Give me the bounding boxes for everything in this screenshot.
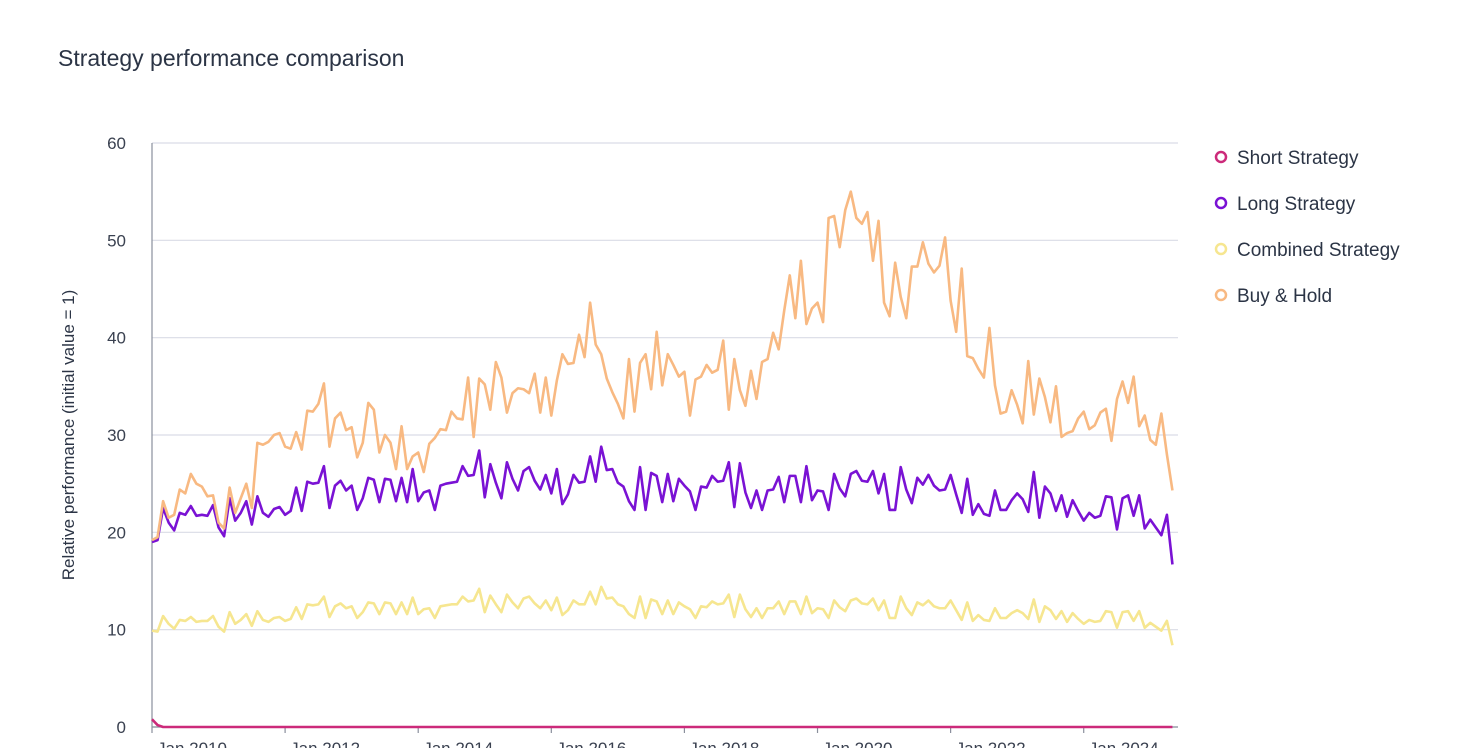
legend-marker <box>1214 196 1228 210</box>
x-tick-label: Jan 2024 <box>1089 739 1159 748</box>
x-tick-label: Jan 2018 <box>689 739 759 748</box>
legend-marker <box>1214 288 1228 302</box>
y-tick-label: 40 <box>107 329 126 348</box>
series-line <box>151 585 1174 646</box>
legend-marker <box>1214 242 1228 256</box>
x-tick-label: Jan 2014 <box>423 739 493 748</box>
series-line <box>151 190 1174 542</box>
chart-title: Strategy performance comparison <box>58 45 404 71</box>
series-line <box>151 718 1173 729</box>
plot-lines <box>151 190 1174 729</box>
series-line <box>151 445 1174 565</box>
x-tick-label: Jan 2020 <box>823 739 893 748</box>
legend-marker <box>1214 150 1228 164</box>
y-axis-label: Relative performance (initial value = 1) <box>59 290 78 581</box>
y-tick-label: 10 <box>107 621 126 640</box>
legend-label: Long Strategy <box>1237 194 1356 215</box>
legend-label: Buy & Hold <box>1237 286 1332 307</box>
y-tick-label: 30 <box>107 426 126 445</box>
legend: Short Strategy Long Strategy Combined Stra… <box>1214 148 1400 307</box>
y-tick-label: 50 <box>107 231 126 250</box>
grid: 0 10 20 30 40 50 60 Jan 2010 Jan 2012 Jan 2014 Jan… <box>107 134 1178 748</box>
y-tick-label: 0 <box>117 718 126 737</box>
legend-label: Combined Strategy <box>1237 240 1400 261</box>
x-tick-label: Jan 2016 <box>556 739 626 748</box>
legend-label: Short Strategy <box>1237 148 1359 169</box>
x-tick-label: Jan 2022 <box>956 739 1026 748</box>
y-tick-label: 60 <box>107 134 126 153</box>
x-tick-label: Jan 2010 <box>157 739 227 748</box>
y-tick-label: 20 <box>107 523 126 542</box>
x-tick-label: Jan 2012 <box>290 739 360 748</box>
